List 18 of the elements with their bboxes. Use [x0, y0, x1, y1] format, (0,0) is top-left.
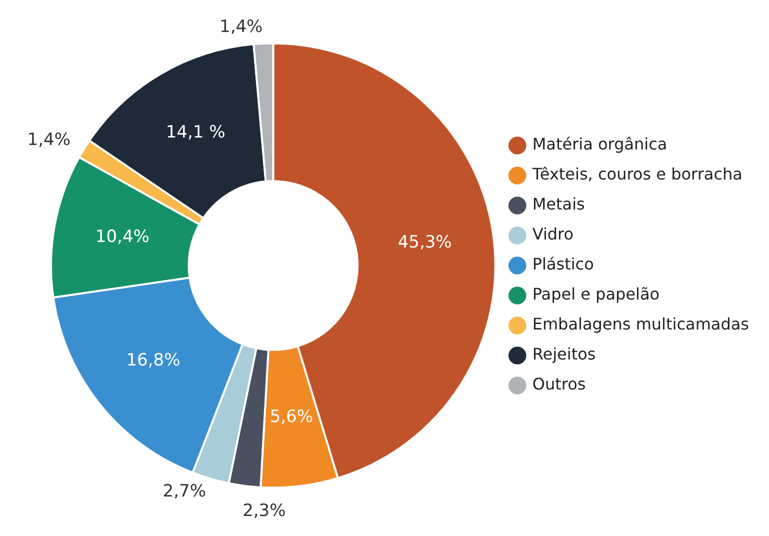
data-label: 10,4% — [95, 227, 150, 248]
legend-label: Metais — [532, 194, 585, 214]
data-label: 5,6% — [270, 407, 314, 428]
legend-label: Rejeitos — [532, 344, 596, 364]
data-label: 2,7% — [162, 481, 206, 502]
legend-label: Matéria orgânica — [532, 134, 668, 154]
data-label: 1,4% — [27, 130, 70, 150]
legend-label: Vidro — [532, 224, 574, 244]
data-label: 16,8% — [126, 350, 180, 370]
data-label: 2,3% — [242, 501, 286, 522]
data-label: 14,1 % — [166, 122, 226, 143]
legend-label: Plástico — [532, 254, 594, 274]
legend-label: Embalagens multicamadas — [532, 314, 750, 334]
legend-label: Têxteis, couros e borracha — [531, 164, 742, 184]
legend-label: Outros — [532, 374, 586, 394]
data-label: 45,3% — [398, 232, 452, 252]
legend-label: Papel e papelão — [532, 284, 660, 304]
data-label: 1,4% — [220, 16, 263, 37]
